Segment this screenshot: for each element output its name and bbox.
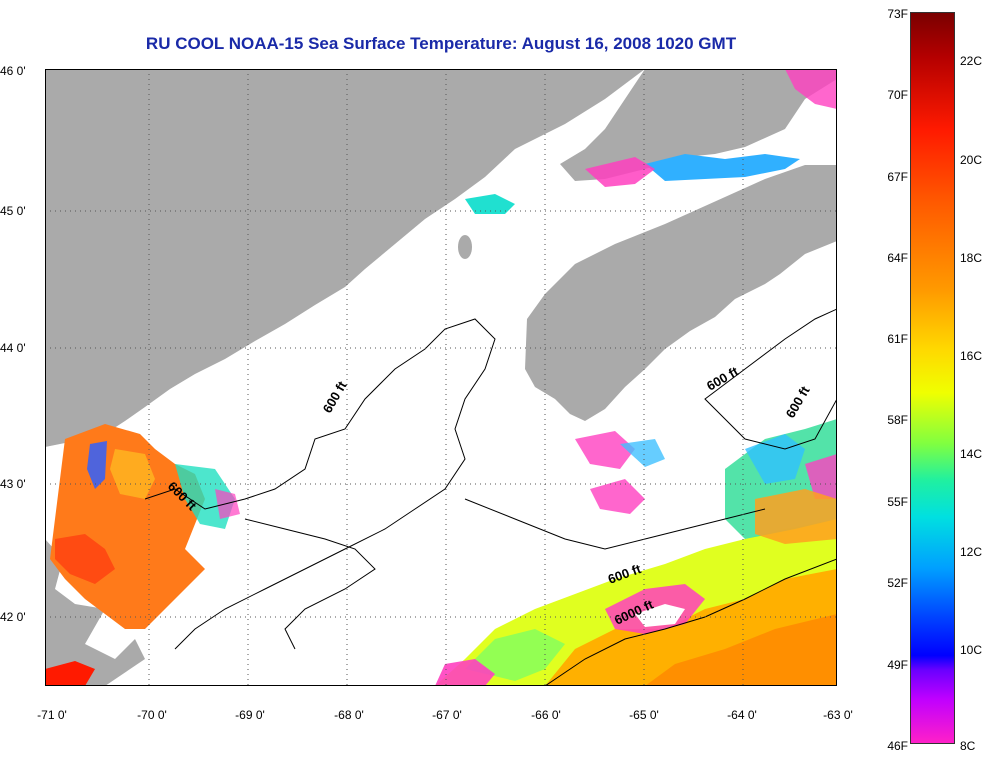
colorbar-c-label: 12C: [960, 545, 983, 559]
lon-label: -64 0': [727, 708, 757, 722]
colorbar-c-label: 16C: [960, 349, 983, 363]
sst-patch-ns-3: [590, 479, 645, 514]
lat-label: 42 0': [0, 610, 26, 624]
sst-patch-scotian-blue: [745, 434, 805, 484]
graticule: [45, 69, 837, 686]
contour-600ft-west: [144, 318, 496, 650]
contour-mid: [244, 518, 376, 650]
island-grand-manan: [458, 235, 472, 259]
sst-patch-south-green: [465, 629, 565, 681]
colorbar-f-label: 46F: [887, 739, 908, 753]
sst-patch-ns-1: [575, 431, 635, 469]
colorbar-f-label: 52F: [887, 576, 908, 590]
colorbar-f-label: 49F: [887, 658, 908, 672]
sst-patch-cape: [45, 661, 95, 686]
lat-label: 46 0': [0, 64, 26, 78]
lon-label: -68 0': [334, 708, 364, 722]
sst-patch-ma-hot: [55, 534, 115, 584]
colorbar-f-label: 73F: [887, 7, 908, 21]
lon-label: -63 0': [823, 708, 853, 722]
colorbar-c-label: 20C: [960, 153, 983, 167]
colorbar-c-label: 10C: [960, 643, 983, 657]
lon-label: -65 0': [629, 708, 659, 722]
colorbar-c-label: 18C: [960, 251, 983, 265]
colorbar-f-label: 61F: [887, 332, 908, 346]
lat-label: 45 0': [0, 204, 26, 218]
sst-patch-ma-yellow: [110, 449, 155, 499]
colorbar-f-label: 58F: [887, 413, 908, 427]
temperature-colorbar: [910, 12, 955, 744]
colorbar-f-label: 64F: [887, 251, 908, 265]
sst-patch-scotian-magenta: [805, 454, 837, 499]
lat-label: 44 0': [0, 341, 26, 355]
sst-map: 600 ft 600 ft 600 ft 600 ft 600 ft 6000 …: [45, 69, 837, 686]
lon-label: -66 0': [531, 708, 561, 722]
colorbar-c-label: 22C: [960, 54, 983, 68]
map-canvas: 600 ft 600 ft 600 ft 600 ft 600 ft 6000 …: [45, 69, 837, 686]
sst-patch-fundy-magenta: [585, 157, 655, 187]
land-new-england: [45, 69, 645, 447]
sst-patch-south-deep-orange: [645, 614, 837, 686]
lon-label: -70 0': [137, 708, 167, 722]
contour-600ft-georges: [464, 498, 766, 550]
sst-patch-fundy-blue: [645, 154, 800, 181]
colorbar-c-label: 8C: [960, 739, 976, 753]
colorbar-f-label: 70F: [887, 88, 908, 102]
sst-patch-maine-cyan: [465, 194, 515, 214]
sst-patch-south-magenta: [435, 659, 495, 686]
sst-patch-georges-white: [635, 604, 685, 627]
sst-patch-ne-corner: [785, 69, 837, 109]
lat-label: 43 0': [0, 477, 26, 491]
sst-patches: [45, 69, 837, 686]
lon-label: -71 0': [37, 708, 67, 722]
colorbar-f-label: 67F: [887, 170, 908, 184]
sst-patch-ma-blue: [87, 441, 107, 489]
lon-label: -69 0': [235, 708, 265, 722]
contour-6000ft: [544, 558, 837, 686]
sst-patch-scotian-orange: [755, 489, 837, 544]
lon-label: -67 0': [432, 708, 462, 722]
colorbar-f-label: 55F: [887, 495, 908, 509]
land-new-brunswick: [560, 69, 837, 181]
map-title: RU COOL NOAA-15 Sea Surface Temperature:…: [145, 34, 737, 53]
contour-600ft-east: [704, 308, 837, 450]
land-nova-scotia: [525, 165, 837, 421]
land-cape-cod: [45, 539, 145, 686]
map-frame: [45, 69, 837, 686]
sst-patch-ns-2: [620, 439, 665, 467]
depth-contours: [144, 308, 837, 686]
sst-patch-ma-magenta: [215, 489, 240, 519]
colorbar-c-label: 14C: [960, 447, 983, 461]
